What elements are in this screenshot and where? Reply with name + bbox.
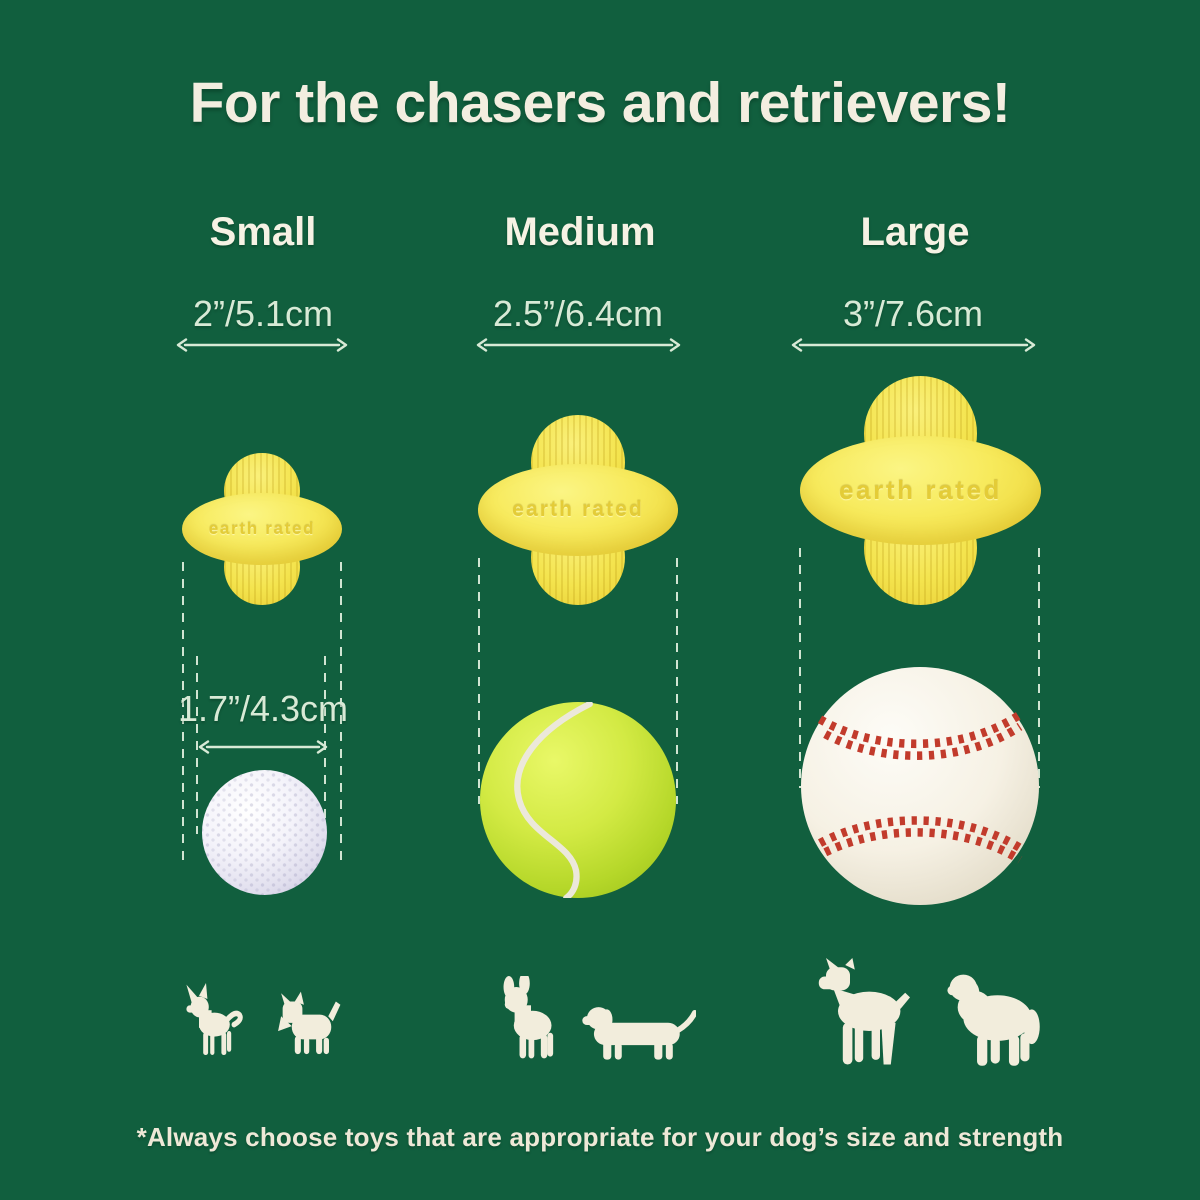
column-title-medium: Medium (504, 210, 656, 254)
earth-rated-clover-ball-toy-medium: earth rated (478, 415, 678, 605)
column-title-large: Large (860, 210, 970, 254)
dachshund-icon (582, 1007, 696, 1060)
column-title-small: Small (209, 210, 317, 254)
toy-center-capsule: earth rated (800, 435, 1041, 546)
tennis-seam (514, 702, 593, 898)
toy-emboss-text: earth rated (839, 474, 1002, 505)
guide-dashed-line-golf-left (196, 656, 198, 834)
dimension-arrow-large (791, 338, 1036, 352)
boxer-icon (818, 958, 910, 1065)
golden-retriever-icon (947, 974, 1040, 1066)
dimension-label-large: 3”/7.6cm (842, 293, 984, 334)
french-bulldog-icon (503, 976, 554, 1059)
toy-emboss-text: earth rated (208, 518, 316, 538)
toy-emboss-text: earth rated (512, 497, 644, 521)
dimension-label-small: 2”/5.1cm (192, 293, 334, 334)
guide-dashed-line-small-left (182, 562, 184, 862)
guide-dashed-line-medium-right (676, 558, 678, 804)
earth-rated-clover-ball-toy-large: earth rated (800, 376, 1041, 605)
golf-ball-icon (202, 770, 327, 895)
dimension-arrow-small (176, 338, 348, 352)
page-title: For the chasers and retrievers! (189, 71, 1011, 135)
golf-ball-measurement-label: 1.7”/4.3cm (177, 688, 349, 729)
guide-dashed-line-large-left (799, 548, 801, 788)
tennis-ball-icon (480, 702, 676, 898)
earth-rated-clover-ball-toy-small: earth rated (182, 453, 342, 605)
dimension-arrow-medium (476, 338, 681, 352)
golf-ball-measurement-arrow (198, 740, 328, 754)
baseball-stitches (817, 711, 1023, 864)
terrier-icon (278, 991, 341, 1055)
footer-disclaimer: *Always choose toys that are appropriate… (136, 1122, 1064, 1152)
chihuahua-icon (186, 983, 243, 1055)
guide-dashed-line-small-right (340, 562, 342, 862)
toy-center-capsule: earth rated (182, 492, 342, 566)
guide-dashed-line-large-right (1038, 548, 1040, 788)
dimension-label-medium: 2.5”/6.4cm (492, 293, 664, 334)
baseball-icon (801, 667, 1039, 905)
toy-center-capsule: earth rated (478, 464, 678, 556)
guide-dashed-line-medium-left (478, 558, 480, 804)
